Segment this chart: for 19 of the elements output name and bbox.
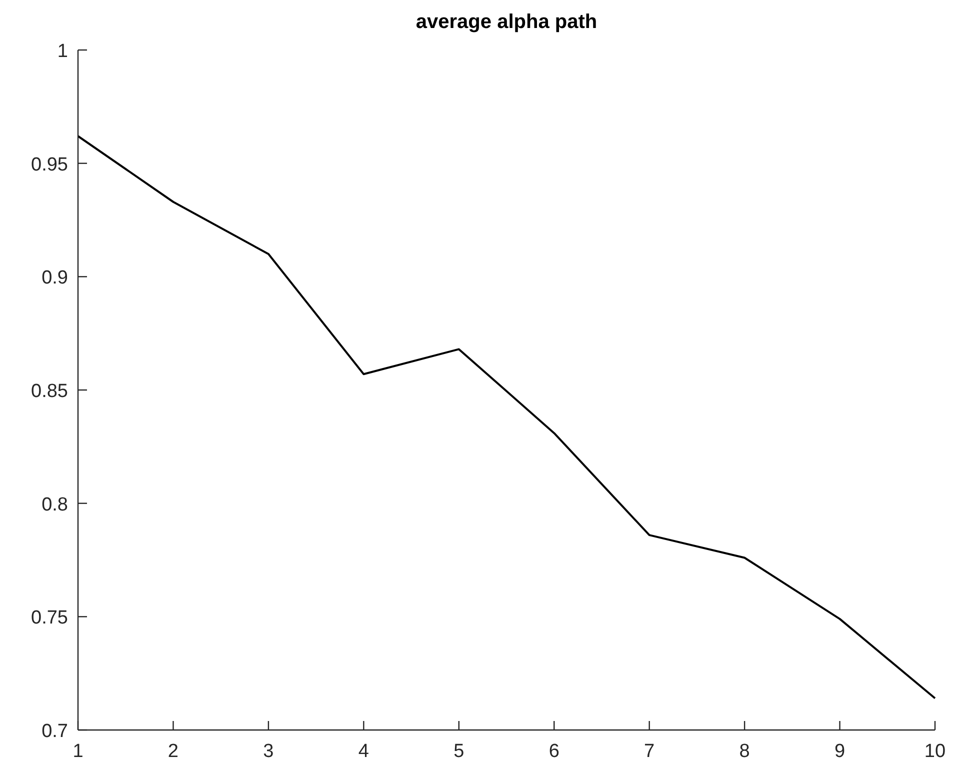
x-tick-label: 1 <box>72 741 84 762</box>
x-tick-label: 10 <box>924 741 946 762</box>
y-tick-label: 0.75 <box>31 608 68 629</box>
y-tick-label: 0.7 <box>42 721 68 742</box>
y-tick-label: 1 <box>57 41 68 62</box>
x-tick-label: 6 <box>548 741 560 762</box>
y-tick-label: 0.8 <box>42 494 68 516</box>
x-tick-label: 7 <box>644 741 655 762</box>
x-tick-label: 9 <box>834 741 846 762</box>
y-tick-label: 0.85 <box>31 381 68 402</box>
y-tick-label: 0.95 <box>31 154 68 176</box>
x-tick-label: 3 <box>263 741 274 762</box>
line-series <box>77 135 936 700</box>
x-tick-label: 8 <box>739 741 750 762</box>
x-tick-label: 2 <box>168 741 179 762</box>
y-tick-label: 0.9 <box>42 268 68 289</box>
x-tick-label: 5 <box>454 741 464 762</box>
x-tick-label: 4 <box>358 741 370 762</box>
chart-title: average alpha path <box>416 11 598 33</box>
